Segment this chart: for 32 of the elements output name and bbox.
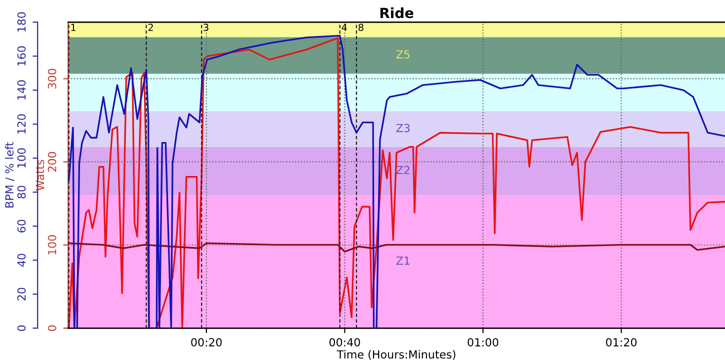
y-tick-label: 40 [17, 254, 26, 267]
x-tick-label: 01:20 [606, 338, 637, 346]
annotation: 4 [342, 24, 347, 31]
y-tick-label: 60 [17, 220, 26, 232]
y-tick-label: 20 [17, 288, 26, 300]
y-tick-label: 0 [17, 325, 26, 331]
y-tick-label: 140 [17, 80, 26, 100]
annotation: 1 [71, 24, 76, 31]
y-tick-label: 80 [17, 186, 26, 198]
band-label: Z2 [396, 166, 410, 174]
annotation: 3 [204, 24, 208, 32]
x-tick-label: 00:40 [329, 338, 360, 346]
y-tick-label: 120 [17, 114, 26, 134]
y2-tick-label: 200 [48, 152, 56, 172]
y-axis-title: BPM / % left [4, 142, 14, 208]
x-tick-label: 00:20 [191, 338, 222, 346]
x-tick-label: 01:00 [468, 338, 498, 346]
line-series [68, 242, 725, 252]
band-label: Z5 [396, 50, 410, 59]
band-label: Z1 [396, 256, 410, 265]
y2-tick-label: 0 [48, 325, 56, 331]
y-tick-label: 100 [17, 148, 26, 168]
annotation: 8 [358, 24, 364, 32]
annotation: 2 [148, 24, 153, 31]
y2-tick-label: 100 [48, 235, 56, 254]
y2-axis-title: Watts [36, 160, 44, 191]
y2-tick-label: 300 [48, 68, 56, 88]
band-label: Z3 [396, 124, 410, 132]
y-tick-label: 180 [17, 12, 26, 32]
chart-title: Ride [380, 7, 414, 18]
x-axis-title: Time (Hours:Minutes) [336, 350, 456, 360]
y-tick-label: 160 [17, 46, 26, 66]
